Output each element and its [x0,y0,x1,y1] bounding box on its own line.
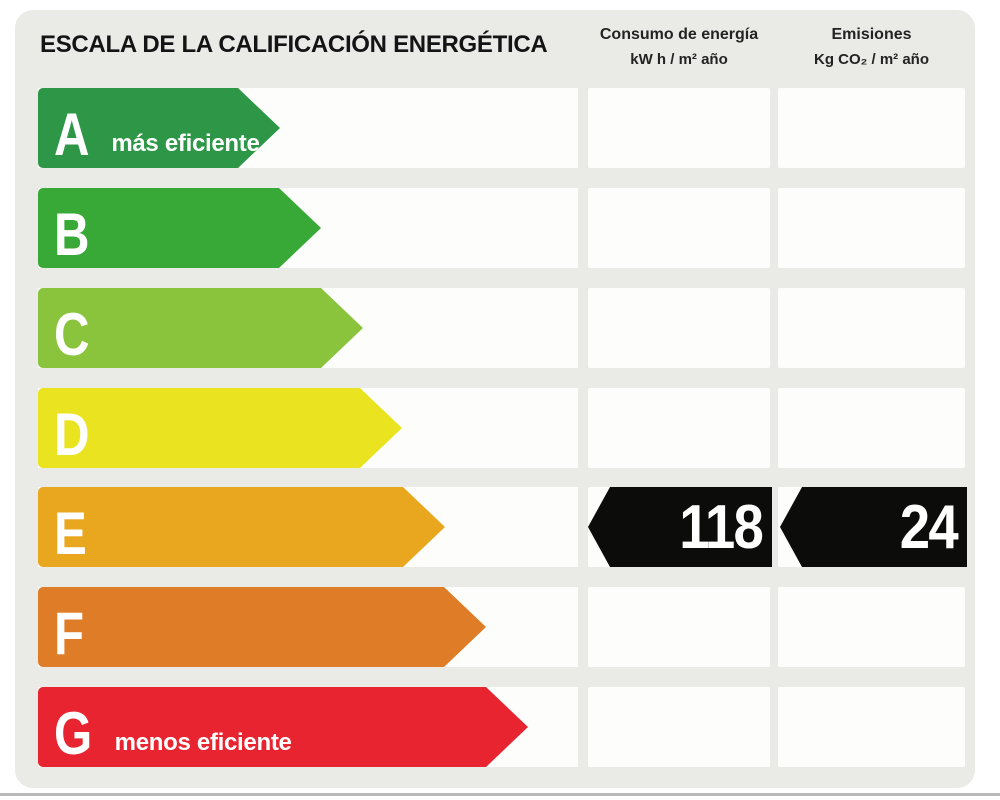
rating-row-e: E 118 24 [0,487,1000,567]
rating-row-g: G menos eficiente [0,687,1000,767]
rating-arrow-c: C [38,288,363,368]
emissions-column-header: Emisiones Kg CO₂ / m² año [778,26,965,68]
rating-row-c: C [0,288,1000,368]
consumption-value-marker: 118 [588,487,772,567]
emissions-column-label: Emisiones [831,26,912,43]
rating-sublabel: más eficiente [111,130,260,157]
rating-arrow-e: E [38,487,445,567]
consumption-cell [588,288,770,368]
rating-letter: D [54,401,90,469]
rating-row-d: D [0,388,1000,468]
rating-letter: B [54,201,90,269]
consumption-cell [588,388,770,468]
consumption-column-label: Consumo de energía [599,26,759,43]
consumption-cell [588,188,770,268]
consumption-column-units: kW h / m² año [630,51,728,68]
emissions-cell [778,188,965,268]
emissions-cell [778,88,965,168]
emissions-value: 24 [899,492,959,562]
consumption-value: 118 [679,492,764,562]
emissions-cell [778,687,965,767]
consumption-cell [588,88,770,168]
consumption-cell [588,687,770,767]
rating-arrow-a: A más eficiente [38,88,280,168]
rating-letter: E [54,500,87,568]
rating-arrow-d: D [38,388,402,468]
emissions-cell [778,288,965,368]
bottom-divider [0,793,1000,796]
rating-arrow-b: B [38,188,321,268]
emissions-column-units: Kg CO₂ / m² año [814,51,929,68]
emissions-value-marker: 24 [780,487,967,567]
rating-sublabel: menos eficiente [114,729,292,756]
rating-row-a: A más eficiente [0,88,1000,168]
rating-letter: A [54,101,90,169]
page-title: ESCALA DE LA CALIFICACIÓN ENERGÉTICA [40,31,548,58]
consumption-cell [588,587,770,667]
rating-row-f: F [0,587,1000,667]
emissions-cell [778,587,965,667]
rating-row-b: B [0,188,1000,268]
rating-letter: F [54,600,85,668]
rating-letter: G [54,700,93,768]
rating-arrow-f: F [38,587,486,667]
rating-letter: C [54,301,90,369]
consumption-column-header: Consumo de energía kW h / m² año [588,26,770,68]
emissions-cell [778,388,965,468]
rating-arrow-g: G menos eficiente [38,687,528,767]
